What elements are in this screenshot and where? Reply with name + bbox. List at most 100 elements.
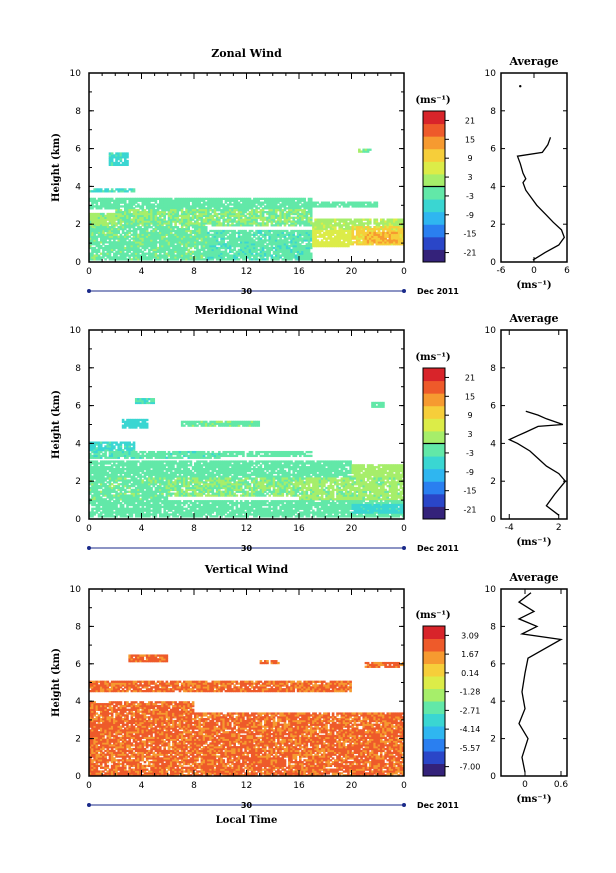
heatmap-cell bbox=[222, 258, 226, 261]
heatmap-cell bbox=[161, 475, 164, 478]
heatmap-cell bbox=[189, 244, 193, 248]
heatmap-cell bbox=[115, 241, 118, 244]
heatmap-cell bbox=[159, 462, 162, 465]
heatmap-cell bbox=[104, 222, 107, 225]
heatmap-cell bbox=[145, 197, 149, 201]
heatmap-cell bbox=[250, 258, 254, 261]
heatmap-cell bbox=[161, 222, 164, 225]
heatmap-cell bbox=[382, 229, 385, 233]
heatmap-cell bbox=[264, 246, 267, 250]
heatmap-cell bbox=[274, 237, 278, 240]
heatmap-cell bbox=[141, 456, 145, 459]
heatmap-cell bbox=[117, 154, 121, 157]
heatmap-cell bbox=[161, 454, 164, 458]
heatmap-cell bbox=[207, 424, 210, 427]
heatmap-cell bbox=[159, 226, 162, 229]
heatmap-cell bbox=[244, 220, 247, 223]
heatmap-cell bbox=[89, 246, 92, 250]
heatmap-cell bbox=[128, 454, 131, 458]
heatmap-cell bbox=[154, 464, 158, 467]
heatmap-cell bbox=[178, 201, 182, 204]
heatmap-cell bbox=[379, 233, 383, 236]
heatmap-cell bbox=[231, 214, 234, 218]
heatmap-cell bbox=[93, 201, 96, 204]
heatmap-cell bbox=[211, 454, 215, 458]
heatmap-cell bbox=[167, 239, 171, 242]
heatmap-cell bbox=[307, 218, 311, 221]
heatmap-cell bbox=[248, 218, 252, 221]
heatmap-cell bbox=[194, 241, 197, 244]
heatmap-cell bbox=[213, 424, 217, 427]
heatmap-cell bbox=[358, 203, 361, 206]
heatmap-cell bbox=[248, 203, 252, 206]
heatmap-cell bbox=[194, 454, 197, 458]
heatmap-cell bbox=[189, 256, 193, 259]
heatmap-cell bbox=[198, 464, 201, 467]
heatmap-cell bbox=[224, 231, 228, 235]
heatmap-cell bbox=[209, 203, 212, 206]
heatmap-cell bbox=[279, 254, 282, 257]
heatmap-cell bbox=[150, 256, 153, 259]
heatmap-cell bbox=[362, 218, 366, 221]
heatmap-cell bbox=[211, 203, 215, 206]
heatmap-cell bbox=[222, 209, 226, 212]
heatmap-cell bbox=[292, 237, 296, 240]
heatmap-cell bbox=[95, 471, 99, 475]
heatmap-cell bbox=[233, 454, 236, 458]
heatmap-cell bbox=[176, 205, 180, 208]
heatmap-cell bbox=[264, 450, 267, 454]
heatmap-cell bbox=[156, 224, 160, 227]
heatmap-cell bbox=[222, 235, 226, 238]
heatmap-cell bbox=[104, 462, 107, 465]
heatmap-cell bbox=[196, 252, 199, 255]
heatmap-cell bbox=[264, 216, 267, 219]
heatmap-cell bbox=[320, 222, 324, 225]
heatmap-cell bbox=[180, 235, 184, 238]
heatmap-cell bbox=[386, 235, 390, 238]
heatmap-cell bbox=[167, 254, 171, 257]
heatmap-cell bbox=[198, 231, 201, 235]
heatmap-cell bbox=[224, 197, 228, 201]
heatmap-cell bbox=[150, 233, 153, 236]
heatmap-cell bbox=[97, 197, 101, 201]
heatmap-cell bbox=[174, 471, 177, 475]
heatmap-cell bbox=[235, 237, 239, 240]
heatmap-cell bbox=[132, 216, 136, 219]
heatmap-cell bbox=[218, 243, 221, 246]
heatmap-cell bbox=[194, 224, 197, 227]
heatmap-cell bbox=[270, 244, 274, 248]
heatmap-cell bbox=[200, 237, 204, 240]
heatmap-cell bbox=[237, 233, 241, 236]
heatmap-cell bbox=[141, 220, 145, 223]
heatmap-cell bbox=[303, 222, 306, 225]
heatmap-cell bbox=[226, 205, 230, 208]
heatmap-cell bbox=[115, 216, 118, 219]
heatmap-cell bbox=[294, 248, 298, 252]
heatmap-cell bbox=[163, 235, 166, 238]
heatmap-cell bbox=[191, 467, 195, 471]
heatmap-cell bbox=[102, 227, 105, 231]
heatmap-cell bbox=[231, 235, 234, 238]
heatmap-cell bbox=[303, 207, 306, 210]
heatmap-cell bbox=[209, 199, 212, 202]
heatmap-cell bbox=[91, 450, 94, 454]
heatmap-cell bbox=[154, 220, 158, 223]
heatmap-cell bbox=[154, 243, 158, 246]
heatmap-cell bbox=[283, 197, 287, 201]
heatmap-cell bbox=[292, 243, 296, 246]
heatmap-cell bbox=[178, 248, 182, 252]
heatmap-cell bbox=[174, 469, 177, 473]
heatmap-cell bbox=[139, 469, 142, 473]
heatmap-cell bbox=[180, 212, 184, 216]
heatmap-cell bbox=[323, 218, 326, 221]
heatmap-cell bbox=[235, 212, 239, 216]
heatmap-cell bbox=[279, 224, 282, 227]
heatmap-cell bbox=[172, 460, 175, 463]
heatmap-cell bbox=[185, 466, 188, 469]
heatmap-cell bbox=[121, 152, 125, 155]
heatmap-cell bbox=[167, 241, 171, 244]
heatmap-cell bbox=[93, 467, 96, 471]
heatmap-cell bbox=[132, 256, 136, 259]
heatmap-cell bbox=[110, 449, 114, 452]
heatmap-cell bbox=[202, 250, 206, 253]
